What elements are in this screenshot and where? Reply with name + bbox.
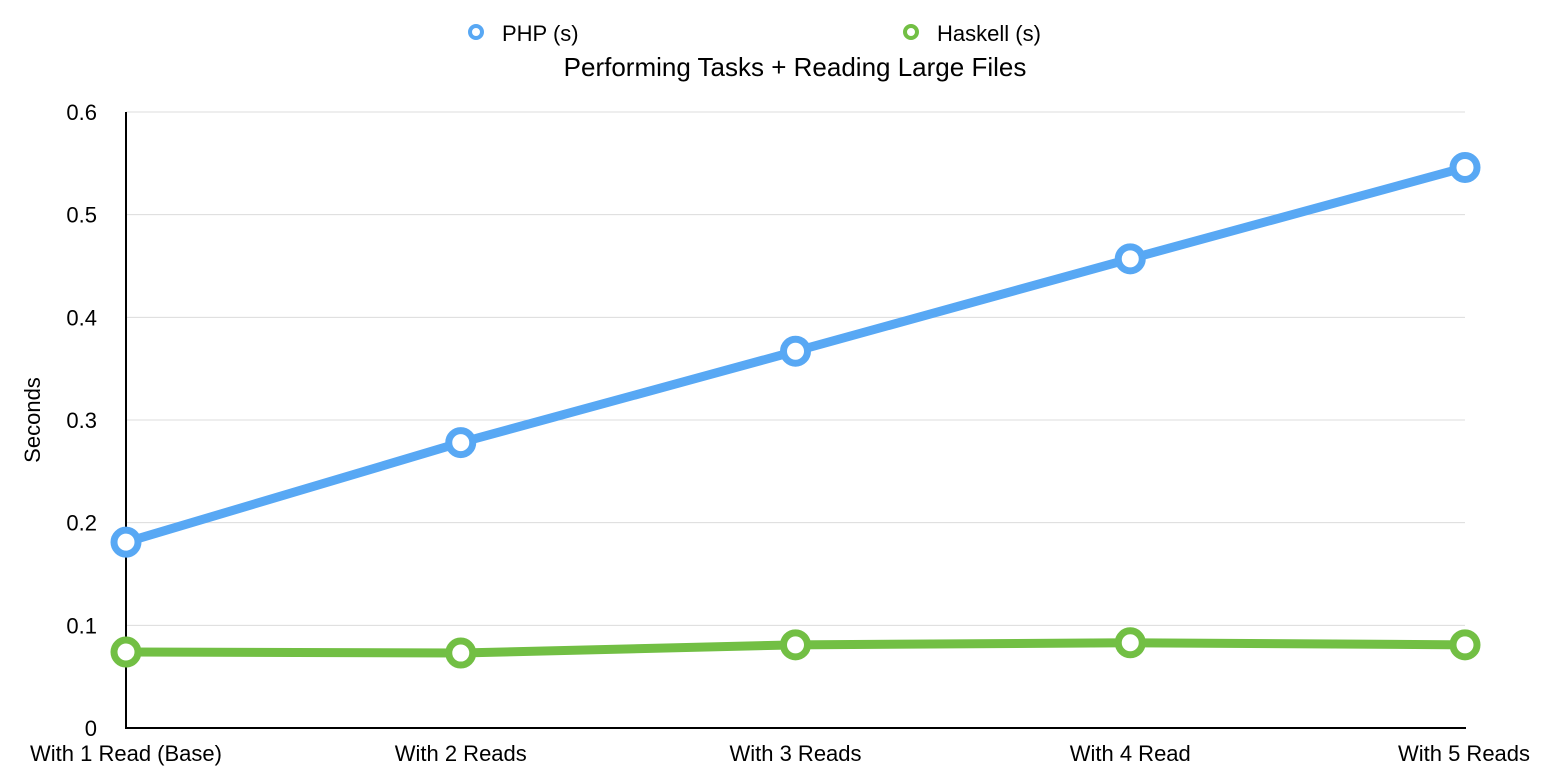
x-tick-label: With 3 Reads: [729, 741, 861, 766]
x-tick-label: With 4 Read: [1070, 741, 1191, 766]
data-point: [445, 427, 477, 459]
data-point: [445, 637, 477, 669]
data-point: [1114, 243, 1146, 275]
x-tick-label: With 5 Reads: [1398, 741, 1530, 766]
data-point: [1449, 151, 1481, 183]
x-tick-label: With 1 Read (Base): [30, 741, 222, 766]
chart-title: Performing Tasks + Reading Large Files: [564, 52, 1027, 82]
data-point: [110, 636, 142, 668]
series-layer: [110, 151, 1481, 669]
data-point: [780, 335, 811, 367]
y-tick-label: 0: [85, 716, 97, 741]
y-tick-label: 0.1: [66, 613, 97, 638]
data-point: [1449, 629, 1481, 661]
gridlines: [126, 111, 1465, 626]
y-tick-label: 0.2: [66, 511, 97, 536]
data-point: [1114, 627, 1146, 659]
y-tick-label: 0.4: [66, 305, 97, 330]
y-axis-ticks: 0 0.1 0.2 0.3 0.4 0.5 0.6: [66, 100, 97, 741]
y-axis-title: Seconds: [20, 377, 45, 463]
x-tick-label: With 2 Reads: [395, 741, 527, 766]
data-point: [110, 526, 142, 558]
legend-label: Haskell (s): [937, 21, 1041, 46]
y-tick-label: 0.3: [66, 408, 97, 433]
legend-label: PHP (s): [502, 21, 579, 46]
chart-legend: PHP (s) Haskell (s): [468, 21, 1041, 46]
legend-marker: [468, 24, 484, 40]
y-tick-label: 0.6: [66, 100, 97, 125]
legend-marker: [903, 24, 919, 40]
x-axis-ticks: With 1 Read (Base) With 2 Reads With 3 Rea…: [30, 741, 1530, 766]
y-tick-label: 0.5: [66, 203, 97, 228]
data-point: [780, 629, 811, 661]
